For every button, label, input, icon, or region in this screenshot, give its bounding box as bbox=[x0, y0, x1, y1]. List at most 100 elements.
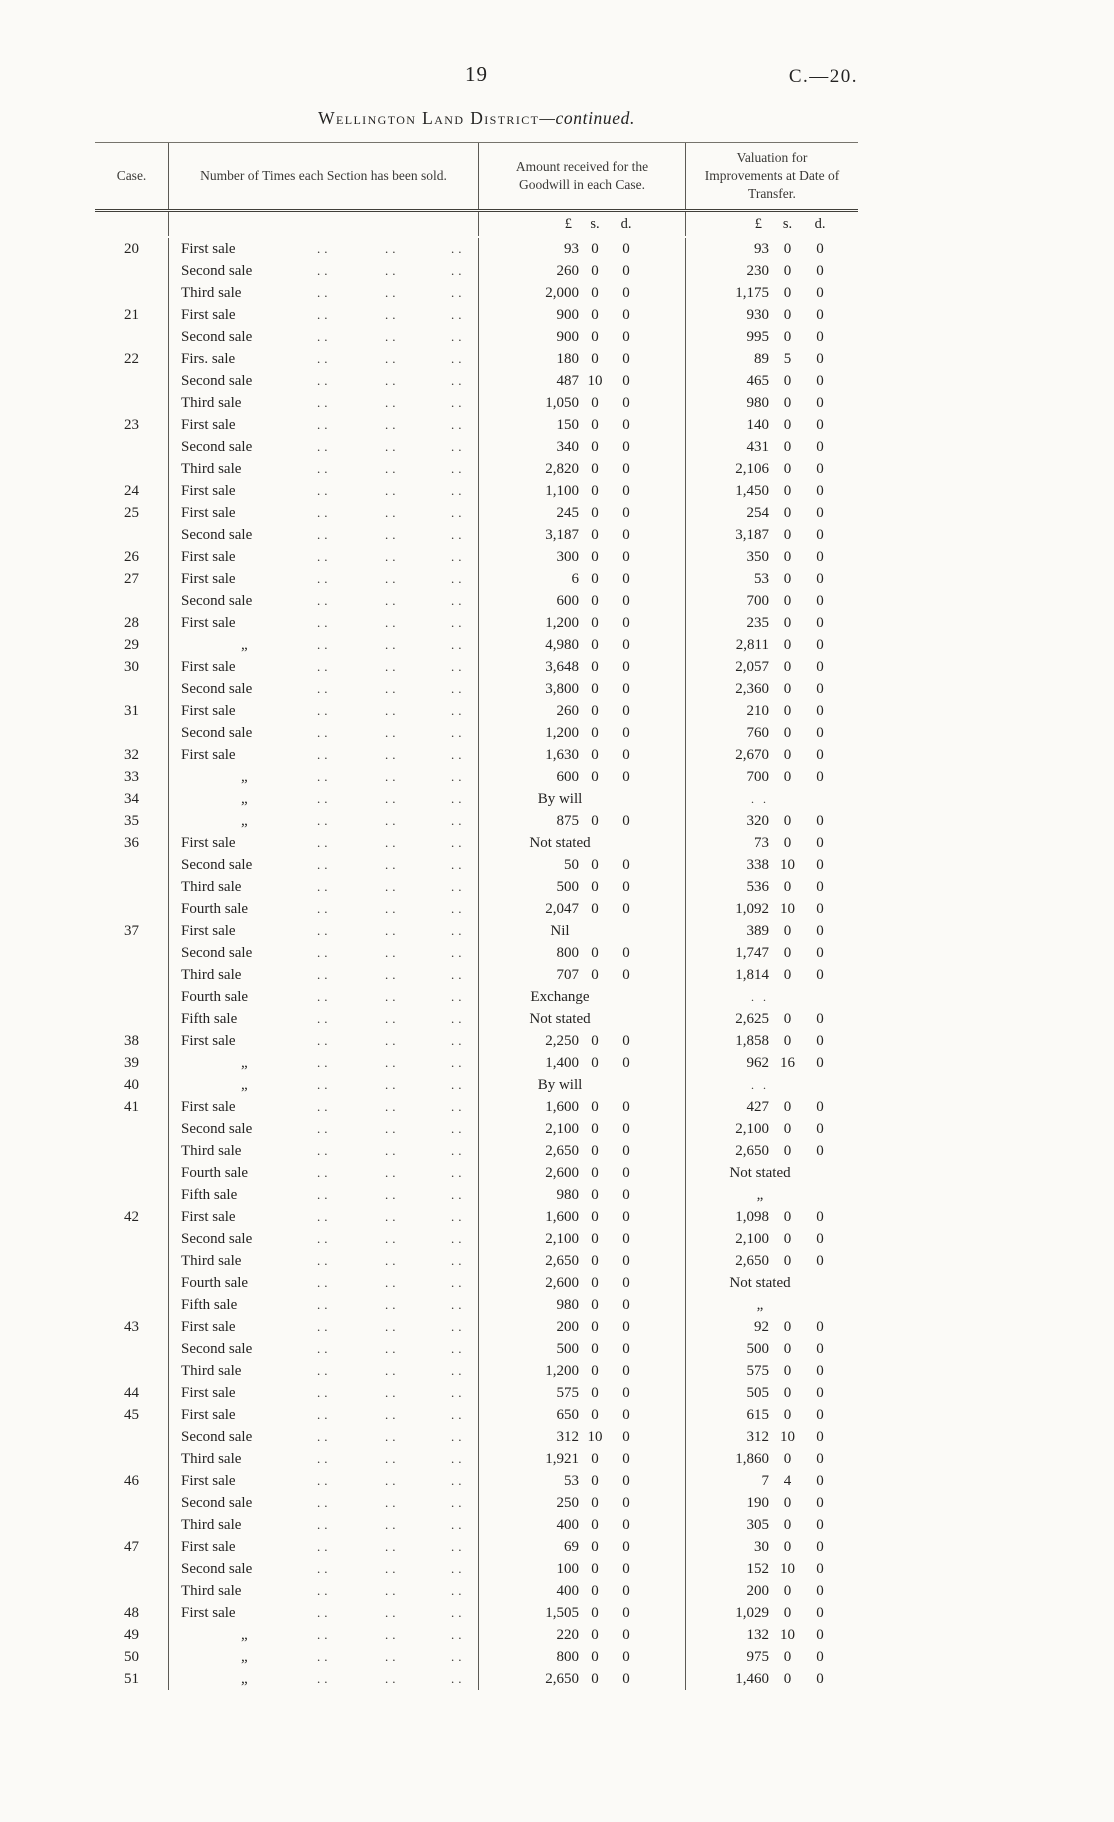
goodwill-pounds: 93 bbox=[564, 241, 579, 257]
dot-leader: .. bbox=[451, 1077, 466, 1092]
goodwill-cell: 4,980 0 0 bbox=[478, 634, 685, 656]
goodwill-pounds: 1,200 bbox=[545, 615, 579, 631]
sale-type: Second sale bbox=[181, 593, 253, 609]
dot-leader: .. bbox=[385, 395, 400, 410]
sale-cell: First sale...... bbox=[168, 1096, 478, 1118]
case-number: 34 bbox=[124, 791, 139, 807]
goodwill-pounds: 1,600 bbox=[545, 1209, 579, 1225]
valuation-cell: 320 0 0 bbox=[685, 810, 858, 832]
sale-cell: „...... bbox=[168, 1052, 478, 1074]
valuation-pounds: 975 bbox=[746, 1649, 770, 1665]
goodwill-pence: 0 bbox=[622, 351, 630, 367]
valuation-pence: 0 bbox=[816, 1649, 824, 1665]
goodwill-cell: 260 0 0 bbox=[478, 700, 685, 722]
goodwill-pounds: 3,648 bbox=[545, 659, 579, 675]
valuation-pence: 0 bbox=[816, 263, 824, 279]
sale-cell: Second sale...... bbox=[168, 524, 478, 546]
valuation-pounds: 320 bbox=[746, 813, 770, 829]
dot-leader: .. bbox=[317, 483, 332, 498]
dot-leader: .. bbox=[317, 615, 332, 630]
sale-cell: First sale...... bbox=[168, 238, 478, 260]
dot-leader: .. bbox=[451, 813, 466, 828]
case-number bbox=[95, 854, 168, 876]
sale-cell: „...... bbox=[168, 1074, 478, 1096]
valuation-shillings: 0 bbox=[783, 769, 792, 785]
goodwill-cell: 800 0 0 bbox=[478, 942, 685, 964]
goodwill-cell: 2,820 0 0 bbox=[478, 458, 685, 480]
sale-cell: First sale...... bbox=[168, 612, 478, 634]
dot-leader: .. bbox=[317, 439, 332, 454]
valuation-cell: 615 0 0 bbox=[685, 1404, 858, 1426]
sale-cell: „...... bbox=[168, 1624, 478, 1646]
sale-type: Third sale bbox=[181, 1363, 242, 1379]
page-title: Wellington Land District—continued. bbox=[95, 108, 858, 129]
goodwill-pounds: 2,047 bbox=[545, 901, 579, 917]
dot-leader: .. bbox=[385, 923, 400, 938]
goodwill-cell: 500 0 0 bbox=[478, 876, 685, 898]
sale-type: Second sale bbox=[181, 373, 253, 389]
sale-type: „ bbox=[241, 1055, 248, 1071]
dot-leader: .. bbox=[317, 1517, 332, 1532]
valuation-cell: 2,811 0 0 bbox=[685, 634, 858, 656]
goodwill-pence: 0 bbox=[622, 1649, 630, 1665]
sale-type: First sale bbox=[181, 483, 236, 499]
case-number: 48 bbox=[124, 1605, 139, 1621]
valuation-shillings: 0 bbox=[783, 1363, 792, 1379]
goodwill-cell: 300 0 0 bbox=[478, 546, 685, 568]
goodwill-note: By will bbox=[537, 791, 583, 807]
dot-leader: .. bbox=[317, 1055, 332, 1070]
case-number bbox=[95, 282, 168, 304]
dot-leader: .. bbox=[451, 351, 466, 366]
valuation-pounds: 1,092 bbox=[735, 901, 769, 917]
dot-leader: .. bbox=[451, 1253, 466, 1268]
dot-leader: .. bbox=[385, 1517, 400, 1532]
valuation-pence: 0 bbox=[816, 1407, 824, 1423]
goodwill-pounds: 487 bbox=[556, 373, 580, 389]
goodwill-cell: 200 0 0 bbox=[478, 1316, 685, 1338]
valuation-cell: 235 0 0 bbox=[685, 612, 858, 634]
case-number: 45 bbox=[124, 1407, 139, 1423]
dot-leader: .. bbox=[385, 879, 400, 894]
goodwill-pounds: 2,000 bbox=[545, 285, 579, 301]
valuation-pence: 0 bbox=[816, 571, 824, 587]
table-row: Second sale...... 3,187 0 0 3,187 0 0 bbox=[95, 524, 858, 546]
goodwill-cell: 980 0 0 bbox=[478, 1184, 685, 1206]
page-title-continued: —continued. bbox=[539, 108, 635, 128]
table-row: Third sale...... 1,921 0 0 1,860 0 0 bbox=[95, 1448, 858, 1470]
valuation-shillings: 0 bbox=[783, 329, 792, 345]
sale-type: Third sale bbox=[181, 967, 242, 983]
table-row: 33 „...... 600 0 0 700 0 0 bbox=[95, 766, 858, 788]
table-row: 20 First sale...... 93 0 0 93 0 0 bbox=[95, 238, 858, 260]
goodwill-pence: 0 bbox=[622, 857, 630, 873]
sale-cell: Third sale...... bbox=[168, 282, 478, 304]
goodwill-shillings: 0 bbox=[591, 813, 599, 829]
valuation-pounds: 140 bbox=[746, 417, 770, 433]
table-row: 48 First sale...... 1,505 0 0 1,029 0 0 bbox=[95, 1602, 858, 1624]
goodwill-pence: 0 bbox=[622, 901, 630, 917]
valuation-pounds: 1,747 bbox=[735, 945, 769, 961]
valuation-pence: 0 bbox=[816, 439, 824, 455]
dot-leader: .. bbox=[451, 571, 466, 586]
goodwill-cell: 1,921 0 0 bbox=[478, 1448, 685, 1470]
dot-leader: .. bbox=[451, 1561, 466, 1576]
case-number: 29 bbox=[124, 637, 139, 653]
valuation-pounds: 230 bbox=[746, 263, 770, 279]
goodwill-pounds: 100 bbox=[556, 1561, 580, 1577]
valuation-cell: 1,460 0 0 bbox=[685, 1668, 858, 1690]
valuation-pence: 0 bbox=[816, 241, 824, 257]
valuation-pounds: 1,175 bbox=[735, 285, 769, 301]
goodwill-pence: 0 bbox=[622, 1209, 630, 1225]
valuation-pounds: 92 bbox=[754, 1319, 769, 1335]
dot-leader: .. bbox=[451, 703, 466, 718]
table-row: 28 First sale...... 1,200 0 0 235 0 0 bbox=[95, 612, 858, 634]
sale-type: First sale bbox=[181, 923, 236, 939]
goodwill-cell: 250 0 0 bbox=[478, 1492, 685, 1514]
valuation-pence: 0 bbox=[816, 1429, 824, 1445]
dot-leader: .. bbox=[451, 901, 466, 916]
dot-leader: .. bbox=[317, 1583, 332, 1598]
sale-type: Third sale bbox=[181, 1143, 242, 1159]
valuation-pence: 0 bbox=[816, 857, 824, 873]
valuation-cell: „ bbox=[685, 1184, 858, 1206]
case-number bbox=[95, 1338, 168, 1360]
dot-leader: .. bbox=[317, 329, 332, 344]
